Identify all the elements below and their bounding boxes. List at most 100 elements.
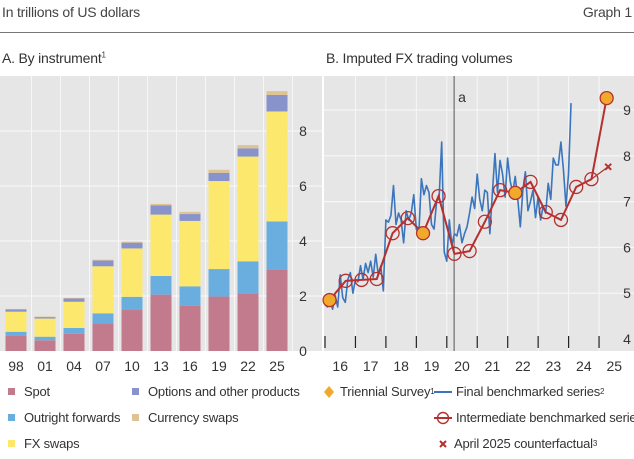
intermediate-series-marker [385, 226, 400, 241]
bar-segment-currency-swaps [237, 145, 259, 149]
panel-b-title: B. Imputed FX trading volumes [326, 50, 513, 66]
intermediate-series-marker [523, 174, 538, 190]
legend-footnote: 1 [430, 387, 435, 396]
intermediate-series-marker [338, 273, 353, 288]
intermediate-benchmarked-series-line [328, 97, 608, 301]
triennial-survey-point [509, 186, 522, 199]
bar-segment-options [63, 298, 85, 302]
x-tick-label: 21 [485, 358, 501, 374]
bar-segment-outright-forwards [63, 327, 85, 334]
bar-segment-spot [237, 293, 259, 351]
bar-segment-fx-swaps [266, 111, 288, 222]
legend-item-options: Options and other products [132, 384, 300, 399]
bar-segment-outright-forwards [5, 331, 27, 336]
legend-item-triennial-survey: Triennial Survey 1 [322, 384, 435, 399]
bar-segment-currency-swaps [150, 203, 172, 206]
x-tick-label: 23 [546, 358, 562, 374]
bar-segment-options [121, 242, 143, 249]
x-tick-label: 22 [240, 358, 256, 374]
y-tick-label: 6 [299, 178, 307, 194]
intermediate-series-marker [431, 188, 446, 204]
legend-item-spot: Spot [8, 384, 50, 399]
legend-footnote: 2 [600, 387, 605, 396]
x-tick-label: 25 [269, 358, 285, 374]
bar-segment-outright-forwards [92, 313, 114, 324]
x-tick-label: 16 [332, 358, 348, 374]
x-icon [439, 439, 447, 448]
y-tick-label: 4 [623, 331, 631, 347]
x-tick-label: 20 [454, 358, 470, 374]
y-tick-label: 6 [623, 239, 631, 255]
x-tick-label: 24 [576, 358, 592, 374]
bar-segment-options [150, 205, 172, 215]
intermediate-series-marker [584, 172, 599, 187]
spot-swatch [8, 388, 15, 395]
x-tick-label: 07 [95, 358, 111, 374]
bar-segment-spot [266, 269, 288, 351]
intermediate-series-marker [354, 272, 369, 288]
x-tick-label: 16 [182, 358, 198, 374]
bar-segment-fx-swaps [208, 181, 230, 270]
diamond-icon [324, 385, 334, 398]
bar-segment-fx-swaps [34, 318, 56, 337]
y-tick-label: 4 [299, 233, 307, 249]
bar-segment-outright-forwards [121, 296, 143, 311]
intermediate-series-marker [569, 179, 584, 195]
y-tick-label: 9 [623, 102, 631, 118]
x-tick-label: 18 [393, 358, 409, 374]
bar-segment-options [266, 94, 288, 112]
panel-a-footnote: 1 [101, 50, 106, 60]
triennial-survey-point [600, 92, 613, 105]
bar-segment-currency-swaps [266, 91, 288, 95]
bar-segment-fx-swaps [5, 311, 27, 332]
bar-segment-outright-forwards [237, 261, 259, 294]
bar-segment-spot [34, 340, 56, 351]
final-benchmarked-series-line [324, 103, 572, 311]
bar-segment-outright-forwards [179, 286, 201, 306]
x-tick-label: 04 [66, 358, 82, 374]
intermediate-series-marker [400, 210, 415, 226]
intermediate-series-marker [322, 292, 337, 308]
intermediate-series-marker [538, 204, 553, 220]
x-tick-label: 98 [8, 358, 24, 374]
fx-swaps-swatch [8, 440, 15, 447]
legend-label: Outright forwards [24, 410, 121, 425]
intermediate-series-marker [477, 214, 493, 229]
x-tick-label: 25 [606, 358, 622, 374]
legend-label: Final benchmarked series [456, 384, 601, 399]
bar-segment-spot [92, 323, 114, 351]
marker-label-a: a [458, 89, 466, 105]
bar-segment-options [237, 148, 259, 157]
x-tick-label: 19 [424, 358, 440, 374]
x-tick-label: 01 [37, 358, 53, 374]
y-tick-label: 8 [623, 148, 631, 164]
bar-segment-options [5, 309, 27, 312]
bar-segment-options [34, 316, 56, 319]
bar-segment-currency-swaps [121, 241, 143, 243]
y-tick-label: 0 [299, 343, 307, 359]
bar-segment-currency-swaps [63, 297, 85, 299]
bar-segment-outright-forwards [208, 269, 230, 297]
x-tick-label: 22 [515, 358, 531, 374]
panel-a-title-text: A. By instrument [2, 50, 102, 66]
bar-segment-currency-swaps [208, 169, 230, 173]
bar-segment-spot [121, 310, 143, 351]
bar-segment-options [208, 172, 230, 182]
graph-number: Graph 1 [582, 4, 632, 20]
bar-segment-outright-forwards [150, 275, 172, 295]
y-tick-label: 7 [623, 194, 631, 210]
legend-label: April 2025 counterfactual [454, 436, 593, 451]
bar-segment-fx-swaps [179, 220, 201, 287]
triennial-survey-point [417, 227, 430, 240]
intermediate-series-marker [369, 271, 384, 287]
y-tick-label: 2 [299, 288, 307, 304]
bar-segment-fx-swaps [92, 266, 114, 314]
intermediate-series-marker [492, 182, 508, 198]
bar-segment-currency-swaps [92, 259, 114, 261]
bar-segment-spot [63, 333, 85, 351]
bar-segment-options [179, 214, 201, 221]
x-tick-label: 13 [153, 358, 169, 374]
intermediate-series-marker [599, 90, 614, 106]
bar-segment-currency-swaps [5, 308, 27, 310]
